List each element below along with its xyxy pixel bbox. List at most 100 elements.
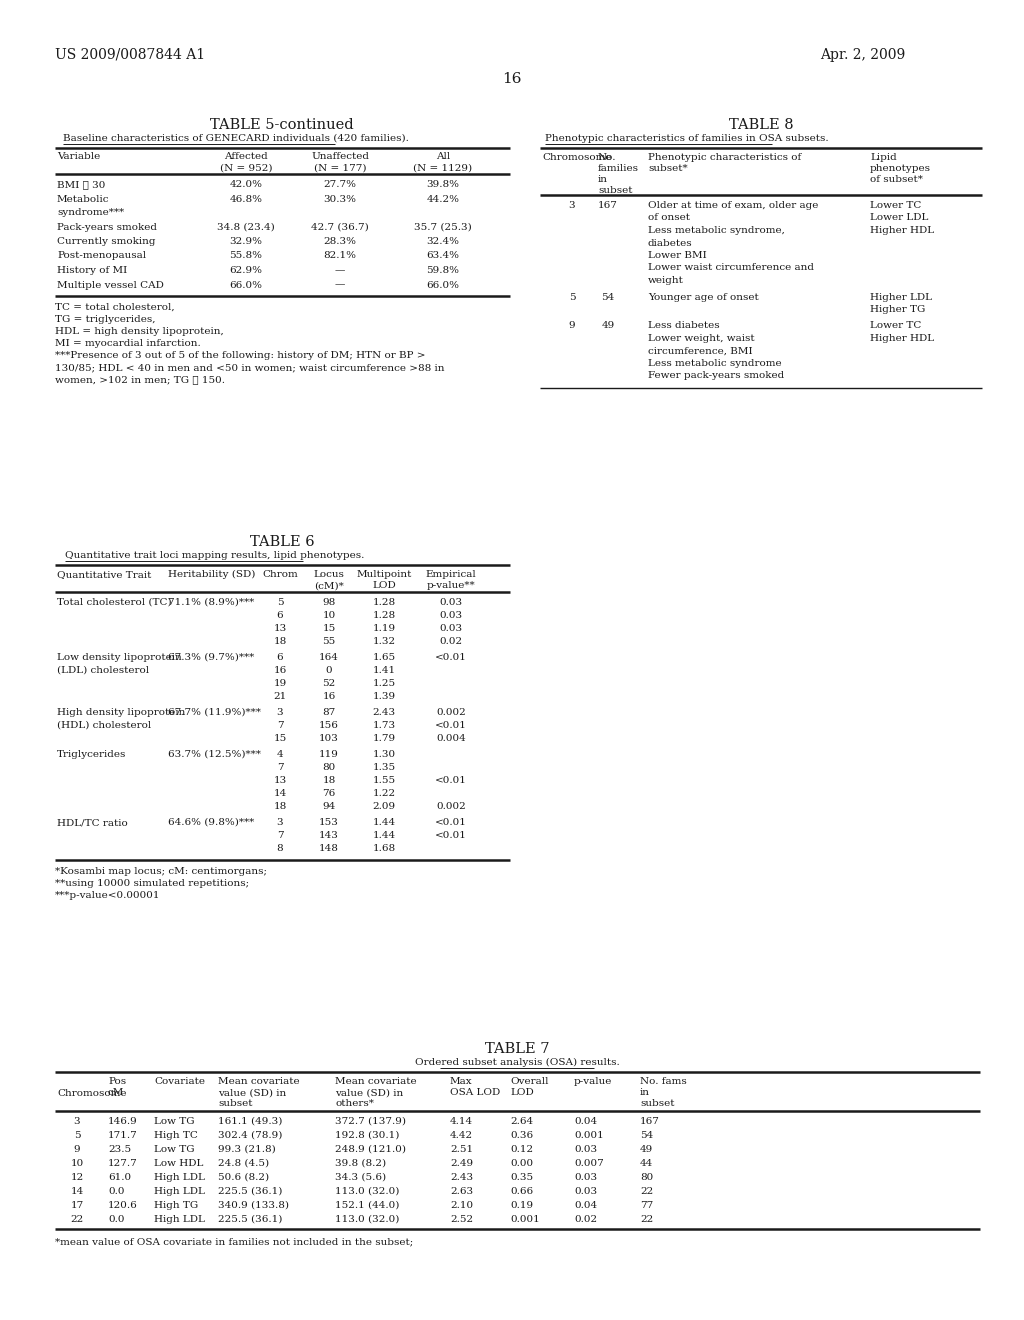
Text: 2.43: 2.43 [373, 708, 395, 717]
Text: 7: 7 [276, 832, 284, 840]
Text: 3: 3 [276, 708, 284, 717]
Text: ***Presence of 3 out of 5 of the following: history of DM; HTN or BP >: ***Presence of 3 out of 5 of the followi… [55, 351, 426, 360]
Text: 0.00: 0.00 [510, 1159, 534, 1168]
Text: 0.36: 0.36 [510, 1131, 534, 1140]
Text: 34.3 (5.6): 34.3 (5.6) [335, 1173, 386, 1181]
Text: 66.0%: 66.0% [427, 281, 460, 289]
Text: 120.6: 120.6 [108, 1201, 138, 1210]
Text: 2.10: 2.10 [450, 1201, 473, 1210]
Text: 54: 54 [640, 1131, 653, 1140]
Text: 55.8%: 55.8% [229, 252, 262, 260]
Text: 0.03: 0.03 [574, 1173, 597, 1181]
Text: 1.30: 1.30 [373, 750, 395, 759]
Text: 0: 0 [326, 667, 333, 675]
Text: 49: 49 [640, 1144, 653, 1154]
Text: HDL/TC ratio: HDL/TC ratio [57, 818, 128, 828]
Text: 1.19: 1.19 [373, 624, 395, 634]
Text: 16: 16 [323, 692, 336, 701]
Text: 0.004: 0.004 [436, 734, 466, 743]
Text: 4.14: 4.14 [450, 1117, 473, 1126]
Text: 14: 14 [273, 789, 287, 799]
Text: MI = myocardial infarction.: MI = myocardial infarction. [55, 339, 201, 348]
Text: Quantitative trait loci mapping results, lipid phenotypes.: Quantitative trait loci mapping results,… [65, 550, 365, 560]
Text: Heritability (SD): Heritability (SD) [168, 570, 255, 579]
Text: 1.65: 1.65 [373, 653, 395, 663]
Text: Fewer pack-years smoked: Fewer pack-years smoked [648, 371, 784, 380]
Text: 10: 10 [71, 1159, 84, 1168]
Text: 14: 14 [71, 1187, 84, 1196]
Text: 19: 19 [273, 678, 287, 688]
Text: Lower waist circumference and: Lower waist circumference and [648, 264, 814, 272]
Text: 1.68: 1.68 [373, 843, 395, 853]
Text: 8: 8 [276, 843, 284, 853]
Text: 0.007: 0.007 [574, 1159, 604, 1168]
Text: 119: 119 [319, 750, 339, 759]
Text: 49: 49 [601, 322, 614, 330]
Text: Chromosome: Chromosome [542, 153, 611, 162]
Text: 130/85; HDL < 40 in men and <50 in women; waist circumference >88 in: 130/85; HDL < 40 in men and <50 in women… [55, 363, 444, 372]
Text: 61.0: 61.0 [108, 1173, 131, 1181]
Text: High density lipoprotein: High density lipoprotein [57, 708, 185, 717]
Text: Less diabetes: Less diabetes [648, 322, 720, 330]
Text: 7: 7 [276, 763, 284, 772]
Text: 1.22: 1.22 [373, 789, 395, 799]
Text: Low TG: Low TG [154, 1144, 195, 1154]
Text: 2.43: 2.43 [450, 1173, 473, 1181]
Text: 156: 156 [319, 721, 339, 730]
Text: (LDL) cholesterol: (LDL) cholesterol [57, 667, 150, 675]
Text: (HDL) cholesterol: (HDL) cholesterol [57, 721, 152, 730]
Text: 152.1 (44.0): 152.1 (44.0) [335, 1201, 399, 1210]
Text: 1.39: 1.39 [373, 692, 395, 701]
Text: 1.79: 1.79 [373, 734, 395, 743]
Text: Variable: Variable [57, 152, 100, 161]
Text: 32.9%: 32.9% [229, 238, 262, 246]
Text: Higher HDL: Higher HDL [870, 334, 934, 343]
Text: ***p-value<0.00001: ***p-value<0.00001 [55, 891, 161, 900]
Text: 71.1% (8.9%)***: 71.1% (8.9%)*** [168, 598, 254, 607]
Text: <0.01: <0.01 [435, 776, 467, 785]
Text: 2.63: 2.63 [450, 1187, 473, 1196]
Text: 113.0 (32.0): 113.0 (32.0) [335, 1187, 399, 1196]
Text: 39.8%: 39.8% [427, 180, 460, 189]
Text: 340.9 (133.8): 340.9 (133.8) [218, 1201, 289, 1210]
Text: 167: 167 [598, 201, 617, 210]
Text: 164: 164 [319, 653, 339, 663]
Text: 66.0%: 66.0% [229, 281, 262, 289]
Text: 0.35: 0.35 [510, 1173, 534, 1181]
Text: 161.1 (49.3): 161.1 (49.3) [218, 1117, 283, 1126]
Text: 50.6 (8.2): 50.6 (8.2) [218, 1173, 269, 1181]
Text: 0.03: 0.03 [574, 1187, 597, 1196]
Text: Post-menopausal: Post-menopausal [57, 252, 146, 260]
Text: 22: 22 [71, 1214, 84, 1224]
Text: 16: 16 [273, 667, 287, 675]
Text: 46.8%: 46.8% [229, 194, 262, 203]
Text: Unaffected
(N = 177): Unaffected (N = 177) [311, 152, 369, 172]
Text: Apr. 2, 2009: Apr. 2, 2009 [820, 48, 905, 62]
Text: High LDL: High LDL [154, 1173, 205, 1181]
Text: 15: 15 [323, 624, 336, 634]
Text: 24.8 (4.5): 24.8 (4.5) [218, 1159, 269, 1168]
Text: 16: 16 [502, 73, 522, 86]
Text: 98: 98 [323, 598, 336, 607]
Text: 1.73: 1.73 [373, 721, 395, 730]
Text: 77: 77 [640, 1201, 653, 1210]
Text: 12: 12 [71, 1173, 84, 1181]
Text: 153: 153 [319, 818, 339, 828]
Text: 1.28: 1.28 [373, 598, 395, 607]
Text: Total cholesterol (TC): Total cholesterol (TC) [57, 598, 172, 607]
Text: Lower LDL: Lower LDL [870, 214, 929, 223]
Text: 143: 143 [319, 832, 339, 840]
Text: 30.3%: 30.3% [324, 194, 356, 203]
Text: Older at time of exam, older age: Older at time of exam, older age [648, 201, 818, 210]
Text: 35.7 (25.3): 35.7 (25.3) [414, 223, 472, 231]
Text: Higher TG: Higher TG [870, 305, 926, 314]
Text: 113.0 (32.0): 113.0 (32.0) [335, 1214, 399, 1224]
Text: 0.001: 0.001 [574, 1131, 604, 1140]
Text: TABLE 6: TABLE 6 [250, 535, 314, 549]
Text: 0.02: 0.02 [574, 1214, 597, 1224]
Text: 42.0%: 42.0% [229, 180, 262, 189]
Text: 302.4 (78.9): 302.4 (78.9) [218, 1131, 283, 1140]
Text: 2.51: 2.51 [450, 1144, 473, 1154]
Text: circumference, BMI: circumference, BMI [648, 346, 753, 355]
Text: 1.35: 1.35 [373, 763, 395, 772]
